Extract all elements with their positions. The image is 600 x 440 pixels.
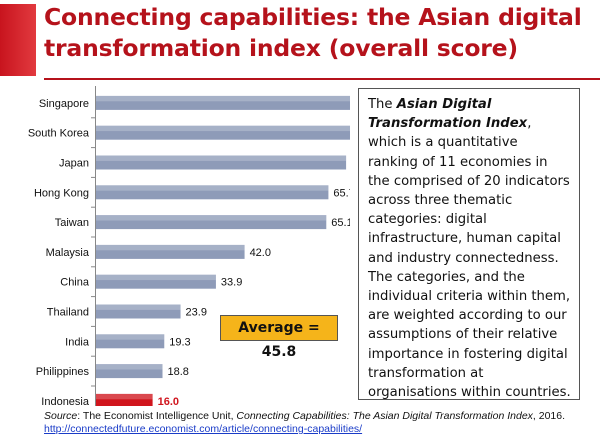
- title-accent-bar: [0, 4, 36, 76]
- source-year: , 2016.: [532, 410, 566, 422]
- bar-south-korea: [96, 125, 350, 140]
- bar-highlight-sheen: [96, 393, 153, 400]
- bar-highlight-sheen: [96, 125, 350, 132]
- source-publication: Connecting Capabilities: The Asian Digit…: [236, 410, 533, 422]
- category-label: Singapore: [39, 98, 89, 110]
- bar-thailand: [96, 304, 181, 319]
- value-label: 19.3: [169, 336, 190, 348]
- category-label: China: [60, 277, 90, 289]
- bar-highlight-sheen: [96, 304, 181, 310]
- bar-india: [96, 334, 165, 349]
- value-label: 23.9: [186, 307, 207, 319]
- page-title: Connecting capabilities: the Asian digit…: [44, 2, 594, 64]
- category-label: Taiwan: [55, 217, 89, 229]
- value-label: 65.1: [331, 217, 350, 229]
- bar-china: [96, 274, 216, 289]
- description-body: , which is a quantitative ranking of 11 …: [368, 116, 571, 401]
- bar-indonesia: [96, 393, 153, 406]
- source-label: Source: [44, 410, 78, 422]
- description-prefix: The: [368, 97, 397, 112]
- bar-highlight-sheen: [96, 215, 327, 221]
- bar-taiwan: [96, 215, 327, 230]
- description-box: The Asian Digital Transformation Index, …: [358, 88, 580, 400]
- value-label: 33.9: [221, 277, 242, 289]
- bar-chart: Singapore75.6South Korea72.5Japan70.7Hon…: [28, 86, 350, 406]
- bar-highlight-sheen: [96, 274, 216, 281]
- source-note: Source: The Economist Intelligence Unit,…: [44, 410, 594, 436]
- category-label: Philippines: [36, 366, 90, 378]
- source-publisher: : The Economist Intelligence Unit,: [77, 410, 237, 422]
- category-label: Malaysia: [46, 247, 90, 259]
- value-label: 16.0: [158, 396, 179, 406]
- category-label: Hong Kong: [34, 187, 89, 199]
- value-label: 65.7: [333, 187, 350, 199]
- title-line-1: Connecting capabilities: the Asian digit…: [44, 3, 582, 31]
- category-label: India: [65, 336, 90, 348]
- bar-philippines: [96, 364, 163, 379]
- bar-highlight-sheen: [96, 155, 347, 161]
- bar-highlight-sheen: [96, 244, 245, 251]
- index-name: Asian Digital Transformation Index: [368, 97, 528, 132]
- title-divider: [44, 78, 600, 80]
- bar-highlight-sheen: [96, 95, 350, 102]
- average-callout: Average = 45.8: [220, 315, 338, 360]
- category-label: Indonesia: [41, 396, 90, 406]
- bar-singapore: [96, 95, 350, 110]
- bar-highlight-sheen: [96, 364, 163, 370]
- value-label: 18.8: [168, 366, 189, 378]
- value-label: 42.0: [250, 247, 271, 259]
- source-link[interactable]: http://connectedfuture.economist.com/art…: [44, 423, 363, 435]
- bar-malaysia: [96, 244, 245, 259]
- bar-highlight-sheen: [96, 185, 329, 191]
- bar-highlight-sheen: [96, 334, 165, 340]
- title-line-2: transformation index (overall score): [44, 34, 518, 62]
- category-label: Thailand: [47, 307, 89, 319]
- bar-hong-kong: [96, 185, 329, 200]
- bar-japan: [96, 155, 347, 170]
- category-label: Japan: [59, 158, 89, 170]
- category-label: South Korea: [28, 128, 90, 140]
